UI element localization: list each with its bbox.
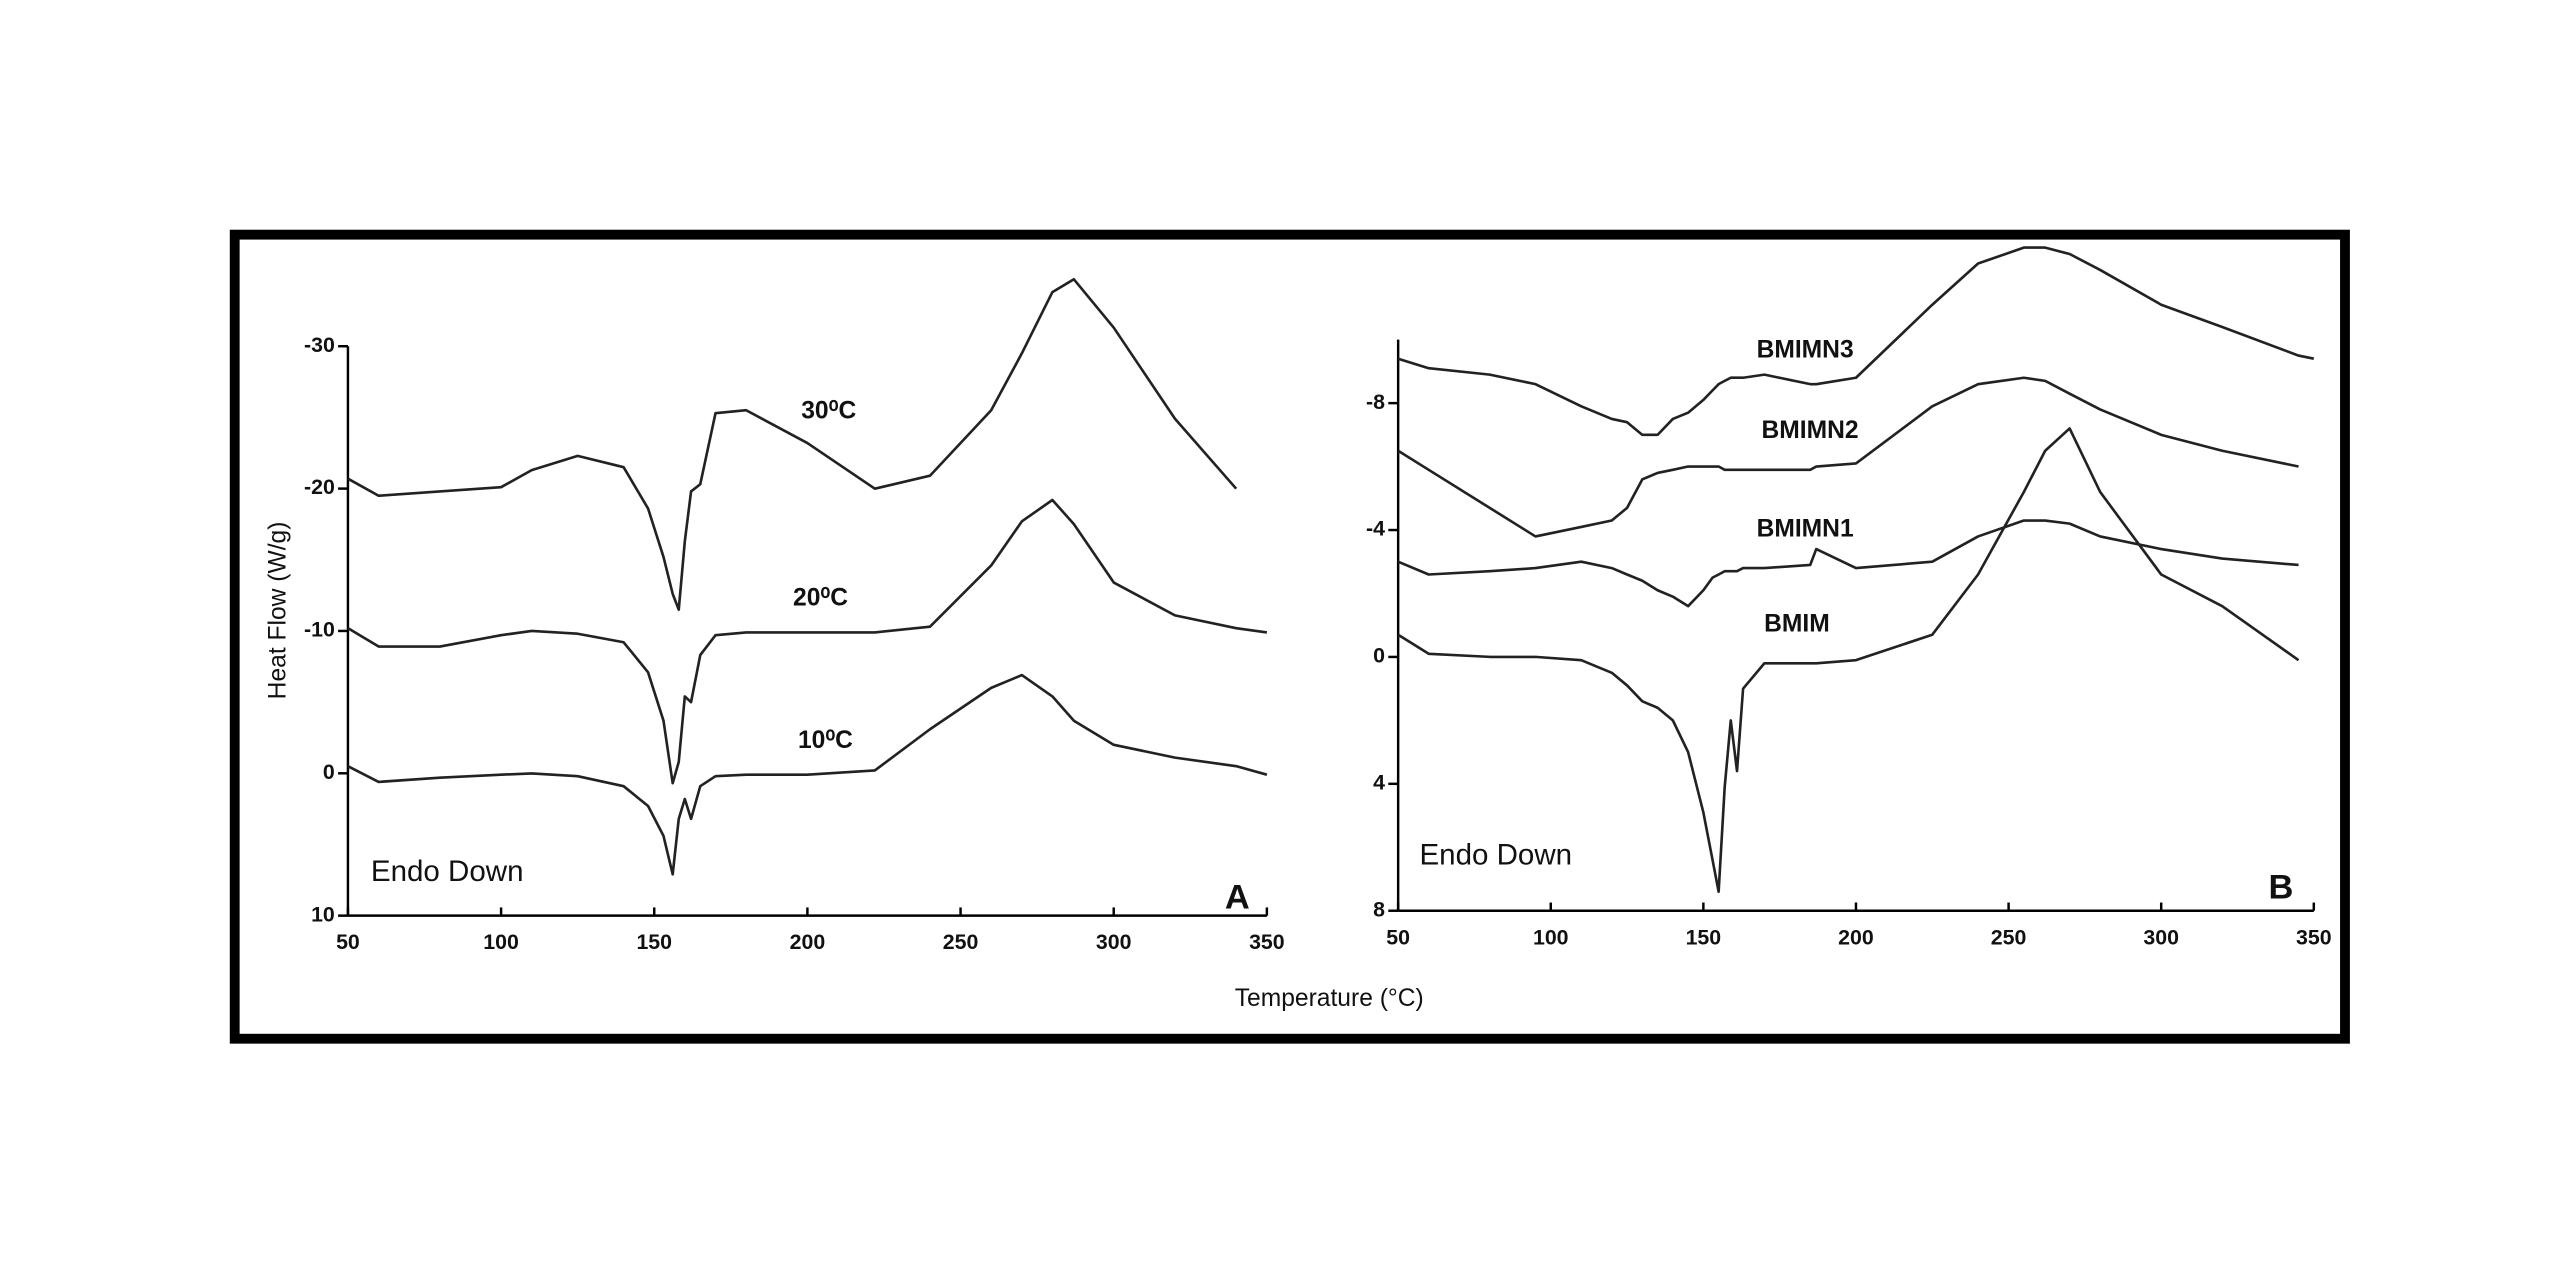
x-tick-label: 50 <box>1386 925 1410 949</box>
y-tick-label: -4 <box>1366 517 1385 541</box>
annotation: Endo Down <box>1419 838 1572 871</box>
x-tick-label: 250 <box>1991 925 2027 949</box>
y-axis-label: Heat Flow (W/g) <box>265 522 292 700</box>
series-line <box>347 277 1238 611</box>
series-label: BMIMN3 <box>1757 337 1854 364</box>
x-tick-label: 150 <box>1686 925 1722 949</box>
y-tick-label: -8 <box>1366 390 1385 414</box>
series-label: 10⁰C <box>798 727 853 754</box>
x-tick-label: 350 <box>1249 930 1285 954</box>
frame <box>229 229 2350 1044</box>
y-tick-label: 0 <box>1373 644 1385 668</box>
series-line <box>1397 427 2300 894</box>
y-tick-label: 0 <box>323 760 335 784</box>
x-tick-label: 200 <box>790 930 826 954</box>
y-tick-label: 10 <box>311 902 335 926</box>
x-tick-label: 300 <box>2143 925 2179 949</box>
y-tick-label: -20 <box>304 475 335 499</box>
annotation: Endo Down <box>371 855 524 888</box>
y-tick-label: 8 <box>1373 897 1385 921</box>
series-line <box>1397 376 2299 538</box>
panel-label: A <box>1225 878 1250 916</box>
x-tick-label: 100 <box>483 930 519 954</box>
series-label: BMIMN1 <box>1757 516 1854 543</box>
x-axis-label: Temperature (°C) <box>1235 985 1424 1012</box>
y-tick-label: -10 <box>304 618 335 642</box>
x-tick-label: 200 <box>1838 925 1874 949</box>
x-tick-label: 250 <box>943 930 979 954</box>
series-line <box>347 498 1268 785</box>
series-label: BMIMN2 <box>1761 417 1858 444</box>
series-label: 30⁰C <box>801 397 856 424</box>
x-tick-label: 300 <box>1096 930 1132 954</box>
series-line <box>347 673 1268 876</box>
series-label: BMIM <box>1764 611 1830 638</box>
y-tick-label: 4 <box>1373 770 1385 794</box>
x-tick-label: 50 <box>336 930 360 954</box>
series-label: 20⁰C <box>793 584 848 611</box>
series-line <box>1397 246 2315 437</box>
x-tick-label: 350 <box>2296 925 2332 949</box>
series-line <box>1397 519 2299 608</box>
x-tick-label: 100 <box>1533 925 1569 949</box>
y-tick-label: -30 <box>304 333 335 357</box>
x-tick-label: 150 <box>636 930 672 954</box>
panel-label: B <box>2269 869 2294 907</box>
